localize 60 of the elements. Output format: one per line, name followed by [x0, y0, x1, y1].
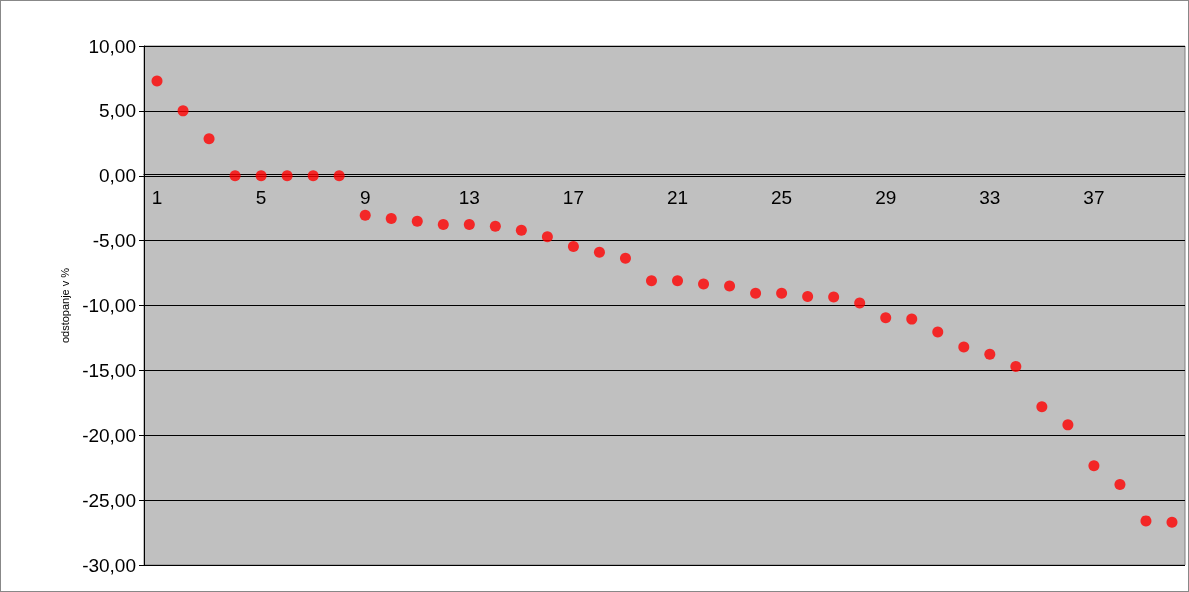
point [932, 326, 944, 338]
y-tick-label: -25,00 [82, 489, 136, 511]
point [281, 170, 293, 182]
x-tick-label: 25 [771, 187, 793, 209]
point [593, 246, 605, 258]
x-tick-label: 37 [1083, 187, 1105, 209]
point [646, 275, 657, 287]
point [1140, 515, 1152, 527]
point [463, 218, 475, 230]
y-tick-label: 0,00 [99, 165, 136, 187]
y-tick-label: -20,00 [82, 424, 136, 446]
point [958, 341, 970, 353]
point [515, 224, 527, 236]
point [828, 291, 840, 303]
point [541, 231, 553, 243]
point [880, 312, 892, 324]
point [1036, 401, 1048, 413]
x-tick-label: 1 [151, 187, 163, 209]
point [567, 240, 579, 252]
y-tick-label: 10,00 [88, 35, 136, 57]
point [1010, 360, 1022, 372]
point [489, 220, 501, 232]
x-tick-label: 5 [255, 187, 267, 209]
y-axis-title: odstopanje v % [58, 267, 71, 344]
point [698, 278, 710, 290]
x-tick-label: 33 [979, 187, 1001, 209]
x-tick-label: 29 [875, 187, 897, 209]
point [672, 275, 684, 287]
point [802, 290, 814, 302]
y-tick-label: -30,00 [82, 554, 136, 576]
point [411, 215, 423, 227]
y-tick-label: -15,00 [82, 359, 136, 381]
point [1114, 479, 1126, 491]
x-tick-label: 21 [666, 187, 689, 209]
point [359, 209, 371, 221]
point [776, 287, 788, 299]
point [151, 75, 163, 87]
point [619, 252, 631, 264]
point [229, 170, 241, 182]
x-tick-label: 13 [458, 187, 480, 209]
x-tick-label: 17 [562, 187, 584, 209]
point [255, 170, 267, 182]
point [385, 213, 397, 225]
point [724, 280, 736, 292]
point [906, 313, 918, 325]
point [437, 218, 449, 230]
point [984, 348, 996, 360]
point [307, 170, 319, 182]
point [750, 287, 762, 299]
y-tick-label: -5,00 [92, 230, 136, 252]
point [854, 297, 866, 309]
x-tick-label: 9 [359, 187, 371, 209]
point [1088, 460, 1100, 472]
y-tick-label: -10,00 [82, 295, 136, 316]
y-tick-label: 5,00 [99, 100, 136, 122]
point [1062, 419, 1074, 431]
point [1166, 516, 1178, 528]
point [177, 105, 189, 117]
point [203, 133, 215, 145]
point [333, 170, 345, 182]
